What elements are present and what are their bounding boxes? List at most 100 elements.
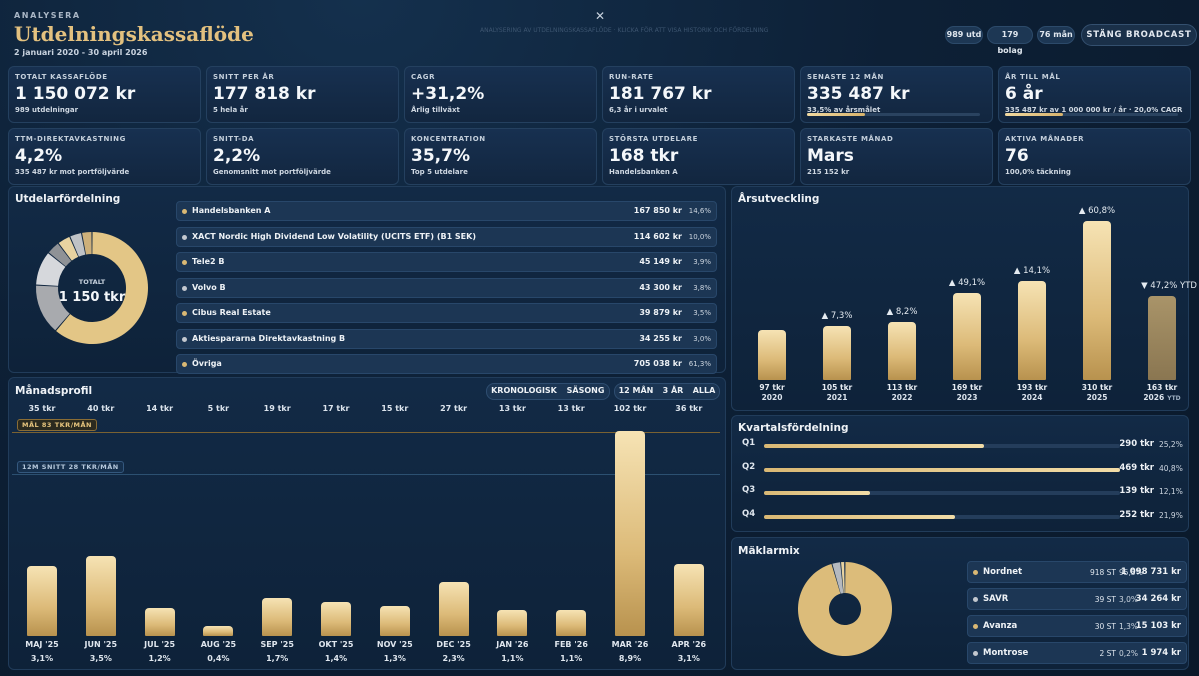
month-pct-label: 8,9% [618,654,642,663]
distribution-name: Aktiespararna Direktavkastning B [192,333,346,343]
kpi-card[interactable]: STARKASTE MÅNAD Mars 215 152 kr [800,128,993,185]
month-bar[interactable] [497,609,528,636]
month-pct-label: 3,5% [89,654,112,663]
distribution-row[interactable]: Aktiespararna Direktavkastning B 34 255 k… [176,328,717,349]
month-bar[interactable] [321,601,351,636]
quarter-pct: 40,8% [1159,463,1183,473]
year-ytd-suffix: YTD [1167,395,1181,402]
kpi-card[interactable]: KONCENTRATION 35,7% Top 5 utdelare [404,128,597,185]
year-bar[interactable] [823,326,851,380]
page-title: Utdelningskassaflöde [14,22,254,46]
kpi-card[interactable]: ÅR TILL MÅL 6 år 335 487 kr av 1 000 000 k… [998,66,1191,123]
broker-row[interactable]: SAVR 39 ST 3,0% 34 264 kr [967,588,1187,610]
quarter-bar-track[interactable] [764,491,1120,495]
kpi-value: 1 150 072 kr [15,84,136,104]
broker-row[interactable]: Avanza 30 ST 1,3% 15 103 kr [967,615,1187,637]
year-label-text: 2026 [1143,393,1165,402]
broker-row[interactable]: Nordnet 918 ST 95,5% 1 098 731 kr [967,561,1187,583]
month-label: JUL '25 [144,640,176,649]
distribution-row[interactable]: Cibus Real Estate 39 879 kr 3,5% [176,303,717,323]
distribution-row[interactable]: Handelsbanken A 167 850 kr 14,6% [176,201,717,221]
distribution-dot [182,336,187,342]
broker-donut[interactable] [797,561,893,657]
kpi-value: 35,7% [411,146,470,166]
distribution-pct: 3,0% [693,334,711,343]
kpi-label: SNITT-DA [213,135,255,143]
distribution-row[interactable]: Volvo B 43 300 kr 3,8% [176,277,717,298]
distribution-row[interactable]: Övriga 705 038 kr 61,3% [176,354,717,374]
kpi-card[interactable]: RUN-RATE 181 767 kr 6,3 år i urvalet [602,66,795,123]
broker-pct: 3,0% [1119,595,1139,604]
distribution-donut[interactable]: TOTALT 1 150 tkr [34,230,150,346]
month-bar[interactable] [262,597,293,636]
pill-dividends-count[interactable]: 989 utd [945,26,983,44]
quarter-amount: 290 tkr [1119,439,1154,449]
kpi-card[interactable]: TTM-DIREKTAVKASTNING 4,2% 335 487 kr mot p… [8,128,201,185]
month-bar[interactable] [556,609,587,636]
month-pct-label: 1,4% [324,654,348,663]
kpi-card[interactable]: STÖRSTA UTDELARE 168 tkr Handelsbanken A [602,128,795,185]
broker-count: 918 ST [1089,568,1116,577]
distribution-pct: 3,5% [693,309,711,317]
range-12m-button[interactable]: 12 MÅN [618,386,654,395]
broker-dot [973,624,978,629]
year-bar[interactable] [888,322,916,380]
kpi-label: SENASTE 12 MÅN [807,73,884,81]
view-season-button[interactable]: SÄSONG [566,386,605,395]
year-bar[interactable] [953,293,981,380]
month-bar[interactable] [379,605,410,636]
close-icon[interactable]: ✕ [594,9,606,23]
year-bar[interactable] [1148,296,1176,380]
distribution-slice[interactable] [70,233,86,257]
month-bar[interactable] [144,607,175,636]
month-bar[interactable] [85,555,116,636]
pill-companies-count[interactable]: 179 bolag [987,26,1033,55]
year-bar[interactable] [1018,281,1046,380]
kpi-card[interactable]: CAGR +31,2% Årlig tillväxt [404,66,597,123]
quarter-amount: 252 tkr [1119,509,1154,520]
distribution-row[interactable]: XACT Nordic High Dividend Low Volatility… [176,226,717,247]
range-3y-button[interactable]: 3 ÅR [662,386,684,395]
year-bar[interactable] [1083,221,1111,380]
kpi-card[interactable]: TOTALT KASSAFLÖDE 1 150 072 kr 989 utdelni… [8,66,201,123]
range-all-button[interactable]: ALLA [692,386,716,395]
month-value-label: 35 tkr [28,404,56,413]
month-bar[interactable] [438,581,469,636]
distribution-row[interactable]: Tele2 B 45 149 kr 3,9% [176,252,717,272]
distribution-slice[interactable] [48,243,72,267]
stop-broadcast-button[interactable]: STÄNG BROADCAST [1081,24,1197,46]
distribution-slice[interactable] [82,232,92,255]
year-growth-label: ▲ 60,8% [1078,206,1116,216]
month-bar[interactable] [615,431,645,636]
quarter-bar-track[interactable] [764,467,1120,472]
month-bar[interactable] [673,563,704,636]
quarter-bar-track[interactable] [764,444,1120,448]
distribution-slice[interactable] [58,236,79,261]
broker-row[interactable]: Montrose 2 ST 0,2% 1 974 kr [967,642,1187,664]
quarter-label: Q1 [742,438,756,448]
month-label: MAJ '25 [25,640,59,649]
broker-slice[interactable] [841,562,845,594]
broker-slice[interactable] [798,562,892,656]
broker-slice[interactable] [832,562,844,594]
distribution-slice[interactable] [36,253,66,286]
kpi-card[interactable]: SNITT-DA 2,2% Genomsnitt mot portföljvärde [206,128,399,185]
quarter-bar-fill [764,467,1120,472]
pill-months-count[interactable]: 76 mån [1037,26,1075,44]
kpi-card[interactable]: SENASTE 12 MÅN 335 487 kr 33,5% av årsmåle… [800,66,993,123]
kpi-card[interactable]: SNITT PER ÅR 177 818 kr 5 hela år [206,66,399,123]
quarter-bar-track[interactable] [764,514,1120,519]
goal-tag: MÅL 83 TKR/MÅN [17,419,98,431]
quarter-pct: 21,9% [1159,510,1183,520]
distribution-slice[interactable] [56,232,148,344]
date-range[interactable]: 2 januari 2020 - 30 april 2026 [14,48,148,57]
distribution-slice[interactable] [36,285,70,331]
month-bar[interactable] [27,565,57,636]
distribution-amount: 39 879 kr [639,308,682,317]
month-bar[interactable] [203,625,234,636]
month-label: APR '26 [671,640,707,649]
kpi-card[interactable]: AKTIVA MÅNADER 76 100,0% täckning [998,128,1191,185]
view-chronological-button[interactable]: KRONOLOGISK [491,386,557,395]
monthly-title: Månadsprofil [15,385,93,397]
year-bar[interactable] [758,330,786,380]
